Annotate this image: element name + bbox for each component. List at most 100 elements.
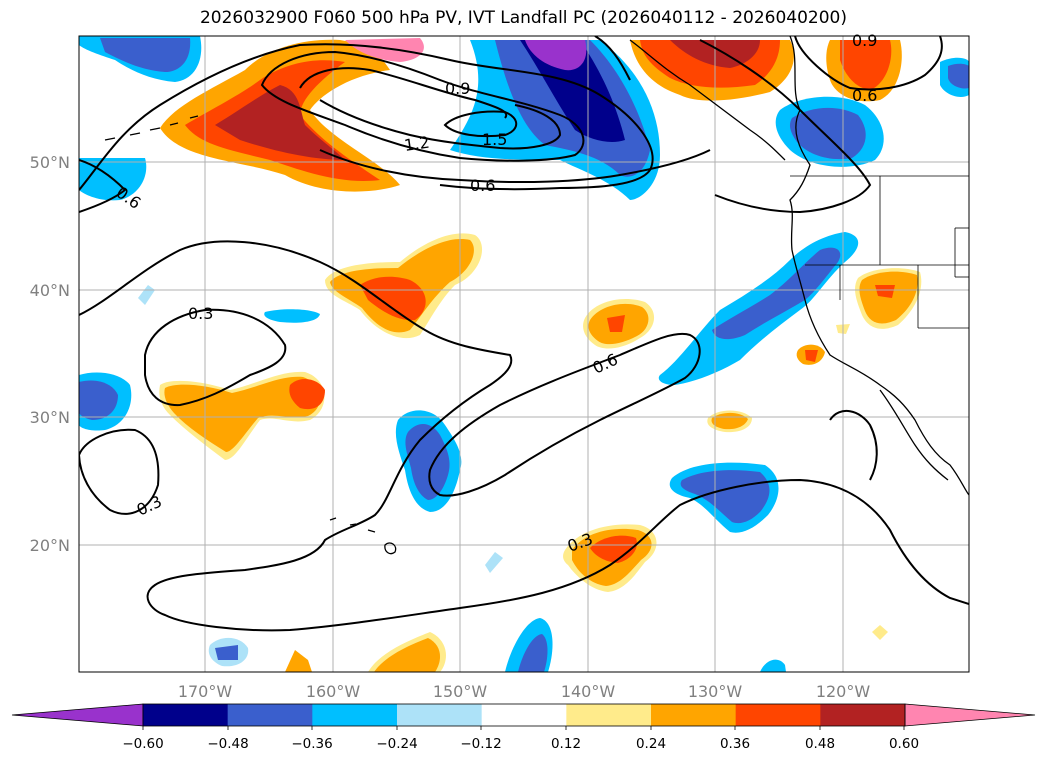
colorbar-segment xyxy=(143,704,229,726)
shaded-area xyxy=(518,634,548,672)
shaded-area xyxy=(79,380,118,420)
contour-line xyxy=(319,149,711,184)
shaded-area xyxy=(590,535,637,563)
lat-label: 20°N xyxy=(30,536,70,555)
contour-line xyxy=(794,36,943,91)
contour-line xyxy=(79,43,654,191)
shaded-area xyxy=(525,40,587,71)
colorbar-label: −0.24 xyxy=(376,736,417,752)
colorbar-segment xyxy=(481,704,567,726)
contour-label: 0.6 xyxy=(852,86,877,105)
lon-label: 150°W xyxy=(433,682,488,701)
shaded-area xyxy=(760,659,786,672)
colorbar-segment xyxy=(735,704,821,726)
contour-line xyxy=(260,50,585,162)
latitude-labels: 50°N 40°N 30°N 20°N xyxy=(30,153,70,555)
borders xyxy=(790,175,969,329)
colorbar-label: −0.36 xyxy=(291,736,332,752)
shaded-area xyxy=(374,638,441,672)
baja-peninsula-coast xyxy=(879,389,949,481)
coastlines xyxy=(104,36,969,555)
shaded-area xyxy=(607,315,625,332)
shaded-area xyxy=(840,40,892,90)
longitude-labels: 170°W 160°W 150°W 140°W 130°W 120°W xyxy=(178,682,871,701)
hawaii-islands xyxy=(329,517,397,555)
contour-line xyxy=(299,67,508,119)
colorbar-segment xyxy=(397,704,483,726)
lat-label: 30°N xyxy=(30,408,70,427)
aleutian-islands xyxy=(104,115,199,141)
contour-label: 0.6 xyxy=(590,350,621,378)
shaded-area xyxy=(485,552,503,573)
colorbar-segment xyxy=(651,704,737,726)
gridlines xyxy=(79,36,969,672)
colorbar-outline xyxy=(142,703,906,727)
shaded-area xyxy=(138,285,155,305)
contour-line xyxy=(594,36,631,81)
shaded-area xyxy=(805,350,818,362)
contour-line xyxy=(319,99,562,150)
contour-line xyxy=(428,332,701,497)
colorbar-label: 0.24 xyxy=(636,736,666,752)
lon-label: 120°W xyxy=(816,682,871,701)
shaded-area xyxy=(285,650,312,672)
map-title: 2026032900 F060 500 hPa PV, IVT Landfall… xyxy=(199,8,847,28)
contour-label: 0.6 xyxy=(470,176,495,195)
contour-lines xyxy=(79,36,969,632)
shaded-field xyxy=(79,36,969,672)
colorbar-segment xyxy=(566,704,652,726)
shaded-area xyxy=(289,378,325,410)
shaded-area xyxy=(100,38,191,72)
contour-label: 1.2 xyxy=(403,133,431,155)
contour-line xyxy=(79,428,160,515)
colorbar-ticks xyxy=(142,726,905,730)
contour-line xyxy=(443,110,518,138)
shaded-area xyxy=(264,309,320,323)
contour-line xyxy=(829,410,878,481)
colorbar: −0.60 −0.48 −0.36 −0.24 −0.12 0.12 0.24 … xyxy=(11,703,1036,752)
colorbar-label: 0.36 xyxy=(720,736,750,752)
colorbar-segment xyxy=(820,704,906,726)
colorbar-segment xyxy=(312,704,398,726)
colorbar-label: 0.60 xyxy=(889,736,919,752)
contour-label: 0.9 xyxy=(445,79,470,98)
contour-label: 1.5 xyxy=(482,130,507,149)
shaded-area xyxy=(215,645,238,660)
shaded-area xyxy=(859,271,918,324)
colorbar-label: 0.48 xyxy=(805,736,835,752)
contour-line xyxy=(699,39,872,214)
contour-label: 0.3 xyxy=(134,492,165,520)
shaded-area xyxy=(875,285,895,298)
contour-label: 0.9 xyxy=(852,31,877,50)
contour-label: 0.3 xyxy=(188,304,213,323)
lon-label: 130°W xyxy=(688,682,743,701)
alaska-coast xyxy=(629,39,786,161)
lat-label: 40°N xyxy=(30,281,70,300)
shaded-area xyxy=(712,247,841,340)
colorbar-extend-high xyxy=(904,703,1036,727)
colorbar-label: 0.12 xyxy=(551,736,581,752)
lat-label: 50°N xyxy=(30,153,70,172)
colorbar-segments xyxy=(11,703,1036,727)
contour-line xyxy=(79,159,127,213)
north-america-coast xyxy=(789,36,969,496)
shaded-area xyxy=(680,470,770,524)
shaded-area xyxy=(872,625,888,640)
shaded-area xyxy=(164,376,321,452)
contour-line xyxy=(144,308,287,407)
shaded-area xyxy=(520,40,625,142)
colorbar-label: −0.12 xyxy=(460,736,501,752)
contour-line xyxy=(79,240,969,632)
map-frame xyxy=(78,35,970,673)
shaded-area xyxy=(789,107,866,160)
colorbar-label: −0.48 xyxy=(207,736,248,752)
shaded-area xyxy=(215,85,345,160)
lon-label: 140°W xyxy=(561,682,616,701)
colorbar-extend-low xyxy=(11,703,144,727)
shaded-area xyxy=(345,38,424,62)
shaded-area xyxy=(360,276,426,321)
lon-label: 170°W xyxy=(178,682,233,701)
lon-label: 160°W xyxy=(306,682,361,701)
colorbar-label: −0.60 xyxy=(122,736,163,752)
